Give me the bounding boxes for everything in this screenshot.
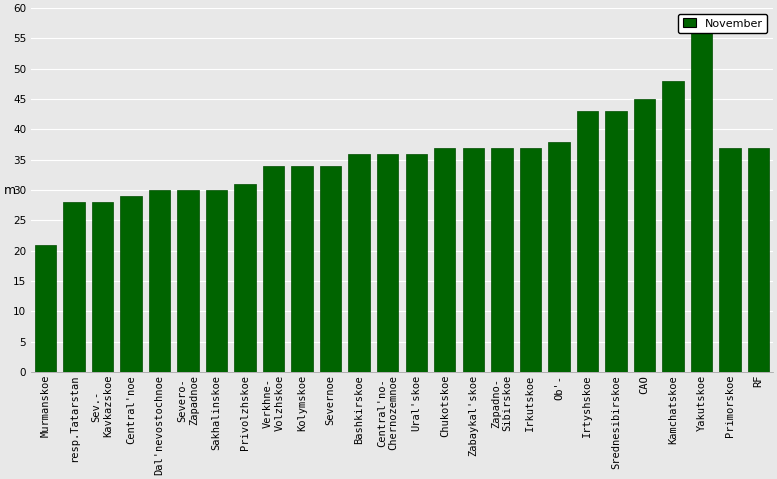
Bar — [691, 14, 713, 372]
Bar — [605, 111, 626, 372]
Bar — [634, 99, 655, 372]
Bar — [291, 166, 313, 372]
Bar — [320, 166, 341, 372]
Bar — [577, 111, 598, 372]
Legend: November: November — [678, 14, 767, 33]
Bar — [406, 154, 427, 372]
Bar — [63, 202, 85, 372]
Bar — [434, 148, 455, 372]
Bar — [148, 190, 170, 372]
Y-axis label: m: m — [4, 183, 16, 196]
Bar — [662, 81, 684, 372]
Bar — [520, 148, 541, 372]
Bar — [720, 148, 740, 372]
Bar — [462, 148, 484, 372]
Bar — [235, 184, 256, 372]
Bar — [549, 142, 570, 372]
Bar — [35, 245, 56, 372]
Bar — [206, 190, 227, 372]
Bar — [120, 196, 141, 372]
Bar — [377, 154, 399, 372]
Bar — [491, 148, 513, 372]
Bar — [177, 190, 199, 372]
Bar — [92, 202, 113, 372]
Bar — [263, 166, 284, 372]
Bar — [748, 148, 769, 372]
Bar — [349, 154, 370, 372]
